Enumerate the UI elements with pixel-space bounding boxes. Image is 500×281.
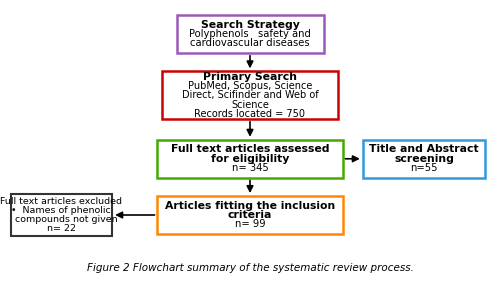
Text: n= 22: n= 22 <box>47 225 76 234</box>
Text: Full text articles excluded: Full text articles excluded <box>0 197 122 206</box>
Bar <box>11 194 112 236</box>
Text: Search Strategy: Search Strategy <box>200 20 300 30</box>
Text: cardiovascular diseases: cardiovascular diseases <box>190 38 310 48</box>
Bar <box>176 15 324 53</box>
Text: for eligibility: for eligibility <box>211 154 289 164</box>
Text: Full text articles assessed: Full text articles assessed <box>171 144 329 155</box>
Text: Direct, Scifinder and Web of: Direct, Scifinder and Web of <box>182 90 318 100</box>
Bar <box>362 140 485 178</box>
Text: Title and Abstract: Title and Abstract <box>369 144 479 155</box>
Bar <box>162 71 338 119</box>
Text: Polyphenols   safety and: Polyphenols safety and <box>189 29 311 39</box>
Text: criteria: criteria <box>228 210 272 220</box>
Text: compounds not given: compounds not given <box>6 215 117 224</box>
Text: n= 99: n= 99 <box>234 219 266 229</box>
Text: Records located = 750: Records located = 750 <box>194 109 306 119</box>
Text: Figure 2 Flowchart summary of the systematic review process.: Figure 2 Flowchart summary of the system… <box>86 263 413 273</box>
Bar <box>157 140 343 178</box>
Text: Articles fitting the inclusion: Articles fitting the inclusion <box>165 201 335 211</box>
Bar <box>157 196 343 234</box>
Text: screening: screening <box>394 154 454 164</box>
Text: n=55: n=55 <box>410 163 438 173</box>
Text: Primary Search: Primary Search <box>203 72 297 82</box>
Text: PubMed, Scopus, Science: PubMed, Scopus, Science <box>188 81 312 91</box>
Text: Science: Science <box>231 99 269 110</box>
Text: n= 345: n= 345 <box>232 163 268 173</box>
Text: •  Names of phenolic: • Names of phenolic <box>12 206 111 215</box>
